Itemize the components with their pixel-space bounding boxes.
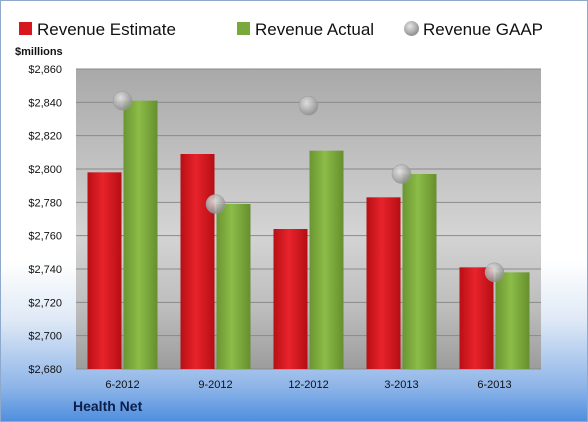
y-tick-label: $2,860 [28,64,62,76]
legend-swatch-estimate [19,22,32,35]
legend-label: Revenue Actual [255,20,374,39]
gaap-marker-6-2013 [484,262,505,283]
x-tick-label: 9-2012 [198,379,232,391]
legend: Revenue Estimate Revenue Actual Revenue GA… [19,20,543,39]
estimate-bar-6-2013 [459,267,494,369]
gaap-markers [112,90,505,283]
y-tick-label: $2,780 [28,197,62,209]
x-tick-label: 6-2012 [105,379,139,391]
actual-bar-3-2013 [402,174,437,369]
y-tick-label: $2,720 [28,297,62,309]
x-tick-label: 3-2013 [384,379,418,391]
x-tick-label: 12-2012 [288,379,328,391]
legend-label: Revenue Estimate [37,20,176,39]
bars [87,100,530,370]
y-tick-label: $2,800 [28,164,62,176]
x-axis: 6-2012 9-2012 12-2012 3-2013 6-2013 [105,379,511,391]
x-tick-label: 6-2013 [477,379,511,391]
legend-swatch-actual [237,22,250,35]
estimate-bar-9-2012 [180,154,215,369]
y-axis: $2,680 $2,700 $2,720 $2,740 $2,760 $2,780 $2,8… [28,64,62,376]
y-unit-label: $millions [15,46,63,58]
y-tick-label: $2,740 [28,264,62,276]
legend-swatch-gaap [404,21,419,36]
gaap-marker-6-2012 [112,90,133,111]
y-tick-label: $2,680 [28,364,62,376]
estimate-bar-6-2012 [87,172,122,369]
gaap-marker-3-2013 [391,164,412,184]
company-name: Health Net [73,398,143,414]
y-tick-label: $2,700 [28,331,62,343]
legend-label: Revenue GAAP [423,20,543,39]
actual-bar-6-2012 [123,100,158,370]
estimate-bar-12-2012 [273,229,308,369]
y-tick-label: $2,840 [28,97,62,109]
gaap-marker-12-2012 [298,95,319,116]
gaap-marker-9-2012 [205,194,226,214]
actual-bar-12-2012 [309,150,344,369]
actual-bar-6-2013 [495,272,530,369]
y-tick-label: $2,820 [28,131,62,143]
actual-bar-9-2012 [216,204,251,369]
estimate-bar-3-2013 [366,197,401,369]
y-tick-label: $2,760 [28,231,62,243]
